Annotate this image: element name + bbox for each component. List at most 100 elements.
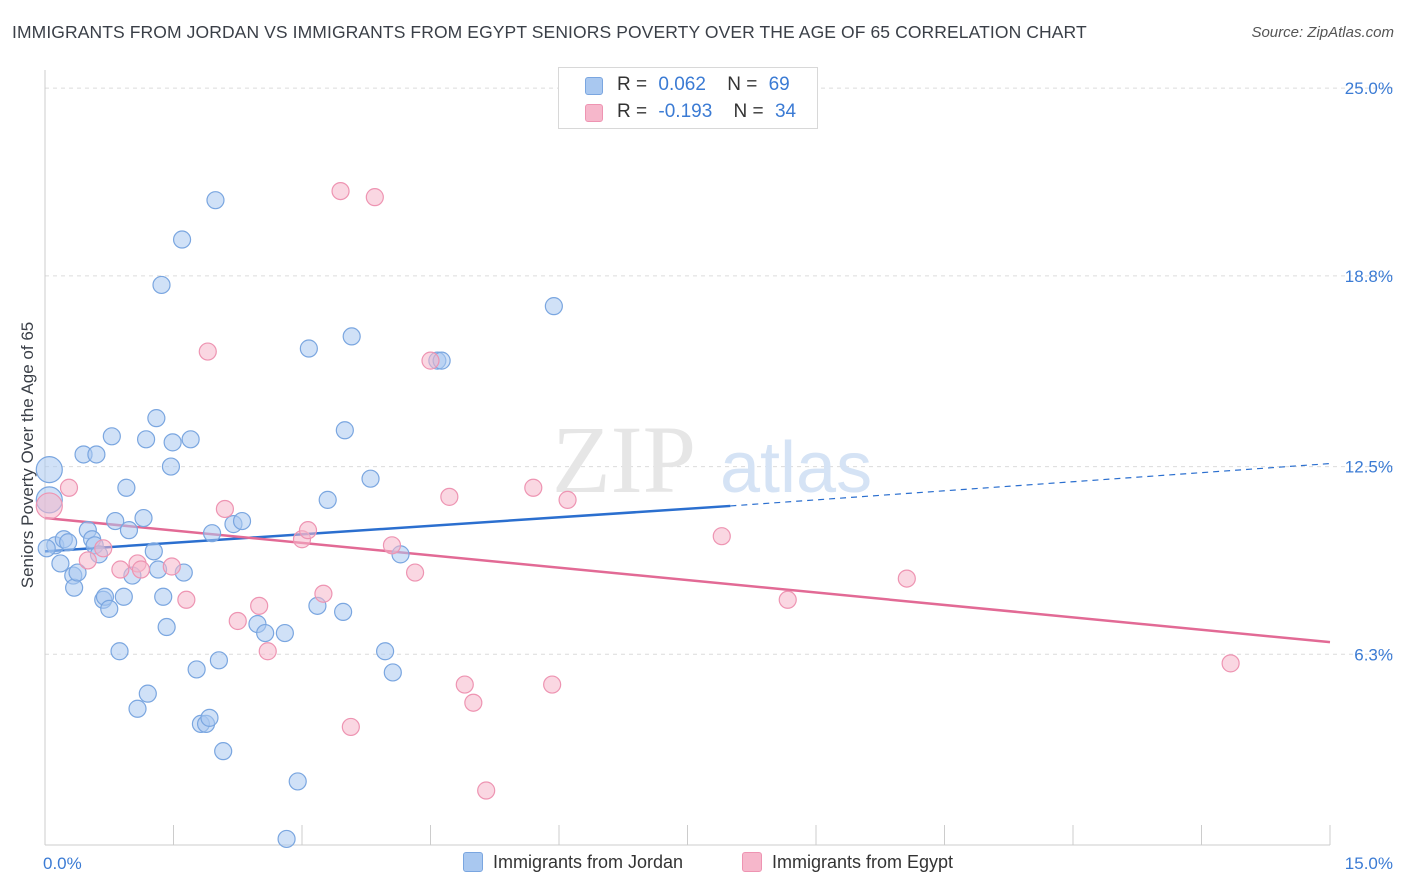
jordan-trend-line [44, 504, 731, 553]
legend-item-jordan: Immigrants from Jordan [463, 852, 683, 873]
jordan-point [232, 511, 252, 531]
egypt-point [250, 596, 269, 615]
egypt-point [477, 781, 496, 800]
jordan-point [209, 651, 229, 670]
legend-item-egypt: Immigrants from Egypt [742, 852, 953, 873]
jordan-point [299, 339, 318, 358]
egypt-point [455, 675, 474, 694]
jordan-point [110, 642, 129, 661]
jordan-point [288, 772, 307, 791]
jordan-point [147, 409, 166, 428]
legend-jordan-swatch [463, 852, 483, 872]
egypt-r-value: -0.193 [658, 101, 713, 122]
jordan-point [172, 230, 192, 249]
egypt-point [712, 527, 731, 546]
jordan-point [361, 469, 380, 488]
jordan-point [375, 642, 395, 661]
jordan-point [51, 554, 70, 573]
egypt-point [94, 539, 113, 558]
jordan-point [163, 433, 182, 452]
egypt-point [331, 181, 350, 201]
jordan-point [114, 587, 133, 606]
egypt-point [464, 693, 483, 712]
egypt-point [897, 569, 916, 588]
jordan-point [128, 699, 147, 718]
egypt-point [162, 557, 181, 576]
egypt-n-label: N = [733, 101, 764, 122]
jordan-point [383, 663, 402, 682]
jordan-point [206, 191, 225, 210]
egypt-point [341, 717, 360, 737]
jordan-point [335, 421, 354, 440]
x-tick-label: 15.0% [1345, 854, 1393, 873]
egypt-point [440, 487, 459, 506]
egypt-point [198, 342, 217, 361]
y-tick-label: 18.8% [1345, 267, 1393, 286]
egypt-point [382, 536, 402, 555]
watermark-zip: ZIP [552, 406, 696, 513]
jordan-point [102, 427, 121, 446]
jordan-point [59, 533, 78, 552]
jordan-point [318, 490, 337, 509]
watermark-atlas: atlas [720, 428, 872, 508]
egypt-point [405, 563, 425, 582]
stats-legend: R = 0.062 N = 69 R = -0.193 N = 34 [558, 67, 818, 129]
jordan-point [35, 456, 63, 484]
jordan-point [161, 457, 181, 476]
trend-lines [44, 462, 1331, 644]
y-tick-label: 12.5% [1345, 458, 1393, 477]
egypt-r-label: R = [617, 101, 648, 122]
egypt-trend-line [44, 516, 1331, 644]
chart-title: IMMIGRANTS FROM JORDAN VS IMMIGRANTS FRO… [12, 22, 1087, 42]
jordan-point [65, 578, 84, 597]
egypt-point [543, 675, 562, 694]
egypt-point [1221, 654, 1240, 673]
jordan-point [119, 521, 139, 540]
jordan-point [144, 542, 163, 561]
legend-jordan-label: Immigrants from Jordan [493, 852, 684, 872]
legend-egypt-label: Immigrants from Egypt [772, 852, 954, 872]
egypt-point [177, 590, 196, 609]
jordan-point [200, 708, 219, 727]
jordan-point [87, 445, 106, 464]
watermark: ZIP atlas [552, 406, 872, 513]
jordan-point [136, 430, 156, 449]
egypt-point [131, 560, 151, 579]
jordan-point [106, 511, 125, 531]
jordan-point [117, 478, 136, 497]
jordan-swatch [585, 77, 603, 95]
egypt-point [111, 560, 130, 579]
egypt-point [298, 521, 318, 540]
jordan-point [342, 327, 361, 346]
jordan-point [157, 617, 176, 637]
egypt-point [215, 499, 234, 519]
jordan-point [256, 623, 275, 643]
egypt-point [365, 188, 384, 207]
y-tick-label: 25.0% [1345, 79, 1393, 98]
egypt-point [314, 584, 333, 603]
jordan-r-label: R = [617, 74, 648, 95]
egypt-point [35, 492, 63, 520]
jordan-point [187, 660, 206, 679]
jordan-r-value: 0.062 [658, 74, 706, 95]
egypt-point [524, 478, 543, 497]
egypt-point [228, 611, 247, 631]
egypt-point [258, 642, 277, 661]
egypt-point [78, 551, 97, 570]
y-tick-label: 6.3% [1354, 645, 1393, 664]
grid-lines [45, 87, 1395, 655]
jordan-point [138, 684, 157, 703]
jordan-point [334, 602, 353, 621]
jordan-point [275, 623, 294, 643]
jordan-point [544, 297, 563, 316]
jordan-point [277, 829, 296, 849]
x-tick-label: 0.0% [43, 854, 82, 873]
jordan-n-value: 69 [768, 74, 790, 95]
source-label: Source: ZipAtlas.com [1251, 24, 1394, 41]
egypt-point [421, 351, 440, 370]
jordan-point [68, 563, 87, 582]
egypt-point [558, 490, 577, 509]
egypt-point [778, 590, 797, 609]
jordan-point [214, 742, 233, 761]
